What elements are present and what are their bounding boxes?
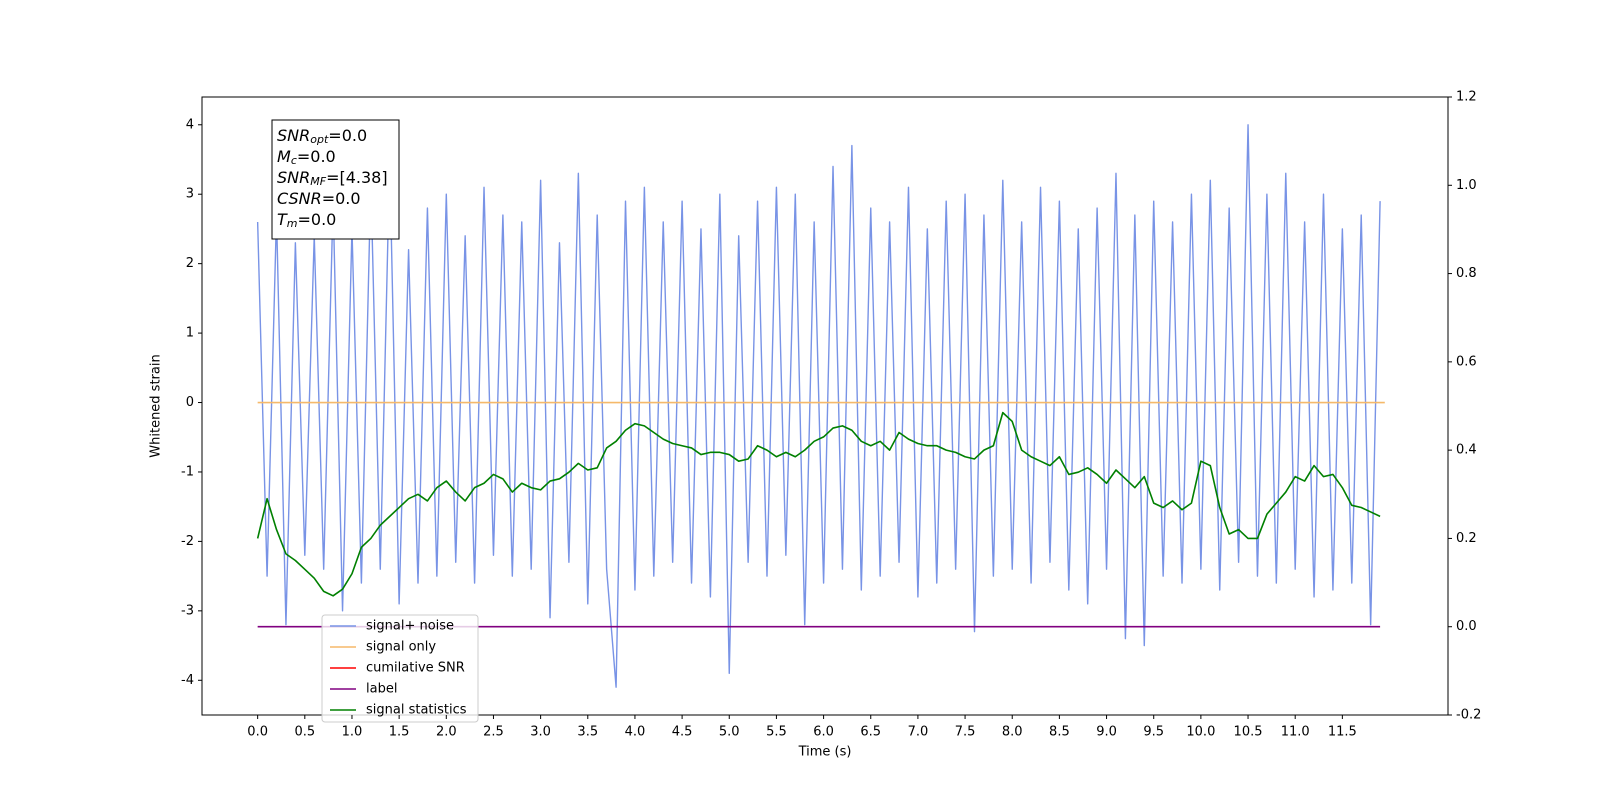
y-tick-label: -1 <box>181 464 194 479</box>
y-tick-label: 3 <box>186 187 194 202</box>
y2-tick-label: -0.2 <box>1456 708 1481 723</box>
annotation-value: =0.0 <box>328 126 367 145</box>
annotation-value: =0.0 <box>298 210 337 229</box>
y2-tick-label: 0.6 <box>1456 354 1477 369</box>
x-tick-label: 0.0 <box>247 725 268 740</box>
x-tick-label: 9.5 <box>1143 725 1164 740</box>
x-tick-label: 6.0 <box>813 725 834 740</box>
y-tick-label: -2 <box>181 534 194 549</box>
x-tick-label: 3.5 <box>577 725 598 740</box>
x-tick-label: 5.0 <box>719 725 740 740</box>
x-tick-label: 4.0 <box>625 725 646 740</box>
x-tick-label: 0.5 <box>294 725 315 740</box>
annotation-symbol: M <box>277 147 291 166</box>
x-axis-label: Time (s) <box>798 745 852 760</box>
annotation-symbol: T <box>277 210 288 229</box>
x-tick-label: 8.5 <box>1049 725 1070 740</box>
x-tick-label: 10.5 <box>1234 725 1263 740</box>
x-tick-label: 6.5 <box>860 725 881 740</box>
legend-label: signal+ noise <box>366 619 454 634</box>
legend-label: label <box>366 682 397 697</box>
annotation-symbol: CSNR <box>277 189 322 208</box>
annotation-line: Mc=0.0 <box>277 147 336 168</box>
x-tick-label: 7.5 <box>955 725 976 740</box>
x-tick-label: 7.0 <box>908 725 929 740</box>
y2-tick-label: 1.0 <box>1456 178 1477 193</box>
y2-tick-label: 0.8 <box>1456 266 1477 281</box>
x-tick-label: 11.5 <box>1328 725 1357 740</box>
y-tick-label: 0 <box>186 395 194 410</box>
y-tick-label: -4 <box>181 673 194 688</box>
annotation-value: =0.0 <box>322 189 361 208</box>
annotation-subscript: MF <box>310 175 326 188</box>
legend-label: signal statistics <box>366 703 467 718</box>
annotation-line: SNRMF=[4.38] <box>277 168 388 189</box>
annotation-box: SNRopt=0.0Mc=0.0SNRMF=[4.38]CSNR=0.0Tm=0… <box>271 119 400 240</box>
x-tick-label: 2.5 <box>483 725 504 740</box>
x-tick-label: 9.0 <box>1096 725 1117 740</box>
y2-tick-label: 1.2 <box>1456 90 1477 105</box>
x-tick-label: 8.0 <box>1002 725 1023 740</box>
y-tick-label: -3 <box>181 603 194 618</box>
y2-tick-label: 0.0 <box>1456 619 1477 634</box>
y-axis-label: Whitened strain <box>149 354 164 457</box>
x-tick-label: 3.0 <box>530 725 551 740</box>
annotation-frame <box>271 119 400 240</box>
y-tick-label: 1 <box>186 326 194 341</box>
x-tick-label: 5.5 <box>766 725 787 740</box>
annotation-line: SNRopt=0.0 <box>277 126 367 147</box>
legend-frame <box>321 614 479 723</box>
x-tick-label: 4.5 <box>672 725 693 740</box>
legend: signal+ noise signal only cumilative SNR la… <box>321 614 479 723</box>
x-tick-label: 10.0 <box>1186 725 1215 740</box>
annotation-line: Tm=0.0 <box>277 210 336 231</box>
annotation-value: =0.0 <box>297 147 336 166</box>
y2-tick-label: 0.4 <box>1456 443 1477 458</box>
plot-area <box>256 124 1385 688</box>
annotation-value: =[4.38] <box>326 168 388 187</box>
annotation-subscript: c <box>291 154 297 167</box>
axes-frame <box>201 96 1449 716</box>
x-tick-label: 1.0 <box>342 725 363 740</box>
legend-label: cumilative SNR <box>366 661 465 676</box>
annotation-subscript: m <box>287 217 298 230</box>
y2-tick-label: 0.2 <box>1456 531 1477 546</box>
y-tick-label: 2 <box>186 256 194 271</box>
annotation-symbol: SNR <box>277 168 310 187</box>
x-tick-label: 1.5 <box>389 725 410 740</box>
series-line <box>256 411 1381 597</box>
annotation-line: CSNR=0.0 <box>277 189 361 208</box>
annotation-subscript: opt <box>310 133 329 146</box>
y-tick-label: 4 <box>186 117 194 132</box>
x-tick-label: 2.0 <box>436 725 457 740</box>
series-line <box>256 124 1381 688</box>
x-tick-label: 11.0 <box>1281 725 1310 740</box>
annotation-symbol: SNR <box>277 126 310 145</box>
legend-label: signal only <box>366 640 436 655</box>
